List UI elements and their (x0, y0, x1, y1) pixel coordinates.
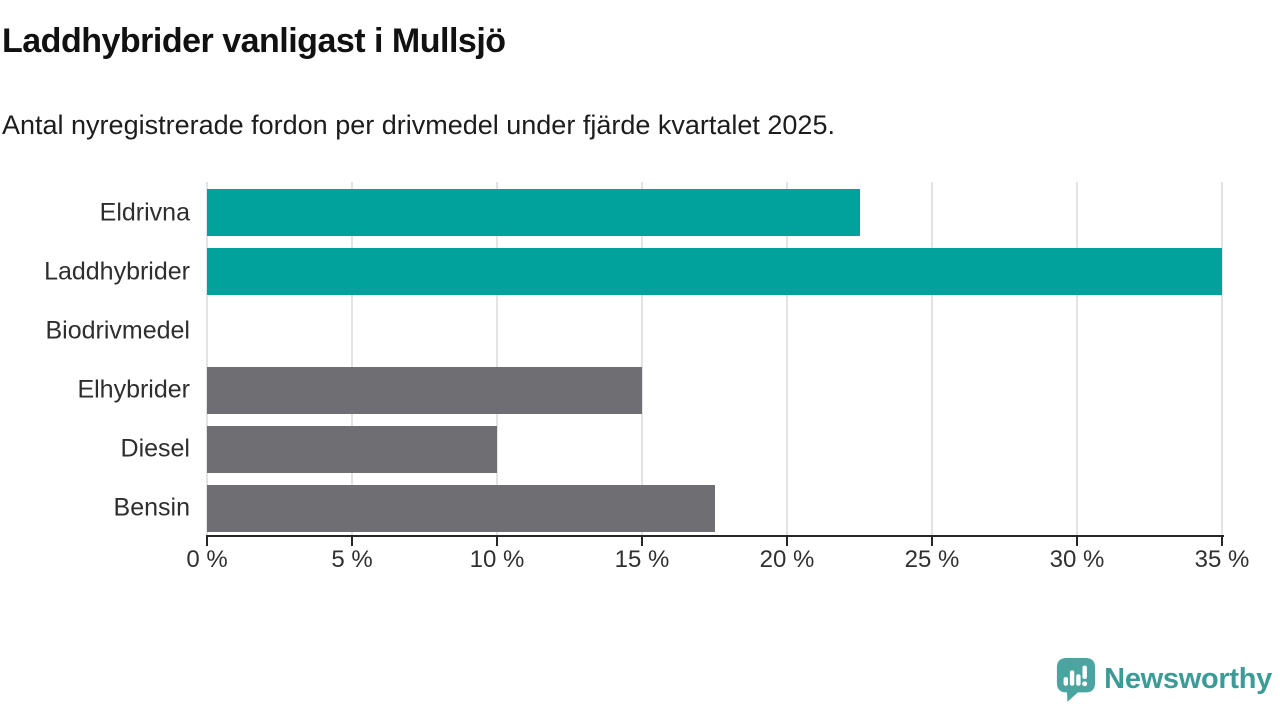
bar-diesel (207, 425, 497, 473)
axis-tick (1076, 535, 1078, 546)
axis-tick (1221, 535, 1223, 546)
gridline (1076, 182, 1078, 537)
category-label: Elhybrider (77, 375, 190, 404)
gridline (1221, 182, 1223, 537)
x-tick-label: 15 % (614, 546, 670, 573)
bar-laddhybrider (207, 248, 1222, 296)
gridline (496, 182, 498, 537)
x-tick-label: 35 % (1194, 546, 1250, 573)
axis-tick (641, 535, 643, 546)
x-axis-line (206, 535, 1224, 537)
chart-subtitle: Antal nyregistrerade fordon per drivmede… (2, 110, 835, 140)
category-label: Bensin (113, 493, 190, 522)
brand-name: Newsworthy (1104, 663, 1272, 695)
bar-elhybrider (207, 366, 642, 414)
gridline (351, 182, 353, 537)
category-label: Diesel (120, 434, 190, 463)
gridline (641, 182, 643, 537)
x-tick-label: 0 % (186, 546, 228, 573)
category-label: Biodrivmedel (45, 316, 190, 345)
gridline (786, 182, 788, 537)
axis-tick (496, 535, 498, 546)
x-tick-label: 20 % (759, 546, 815, 573)
axis-tick (786, 535, 788, 546)
gridline (206, 182, 208, 537)
x-tick-label: 5 % (331, 546, 373, 573)
y-axis-labels: Eldrivna Laddhybrider Biodrivmedel Elhybrid… (0, 182, 190, 537)
chart-title: Laddhybrider vanligast i Mullsjö (2, 22, 506, 60)
x-tick-label: 30 % (1049, 546, 1105, 573)
gridline (931, 182, 933, 537)
x-tick-label: 10 % (469, 546, 525, 573)
category-label: Laddhybrider (44, 257, 190, 286)
x-tick-label: 25 % (904, 546, 960, 573)
axis-tick (931, 535, 933, 546)
plot-area: 0 % 5 % 10 % 15 % 20 % 25 % 30 % 35 % (186, 182, 1249, 573)
newsworthy-logo: Newsworthy (1055, 656, 1272, 703)
axis-tick (351, 535, 353, 546)
bar-eldrivna (207, 189, 860, 237)
category-label: Eldrivna (99, 198, 190, 227)
bar-bensin (207, 484, 715, 532)
axis-tick (206, 535, 208, 546)
newsworthy-speech-bubble-chart-icon (1055, 656, 1097, 703)
